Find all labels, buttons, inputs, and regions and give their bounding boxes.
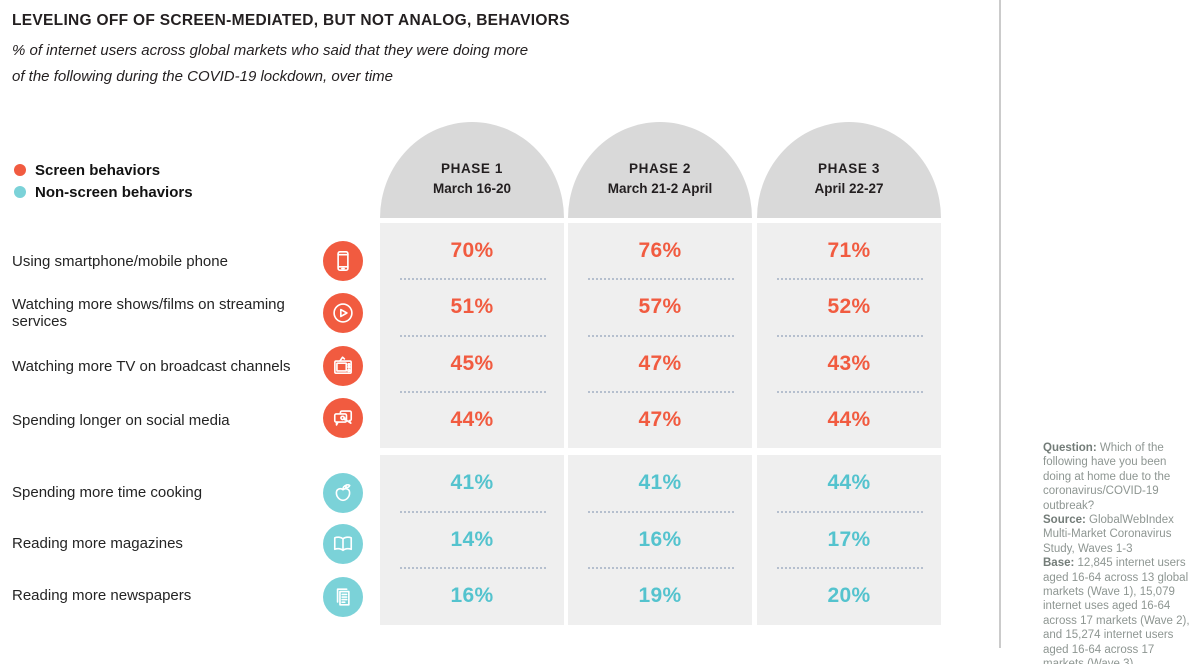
row-label-streaming: Watching more shows/films on streaming s… — [12, 296, 285, 330]
value-cooking-p2: 41% — [638, 471, 682, 495]
table-cell: 43% — [757, 334, 941, 392]
phase-3-header: PHASE 3 April 22-27 — [757, 122, 941, 218]
chat-bubbles-icon — [323, 398, 363, 438]
value-streaming-p3: 52% — [827, 295, 871, 319]
row-label-cooking: Spending more time cooking — [12, 483, 203, 501]
value-smartphone-p1: 70% — [450, 239, 494, 263]
phase-name: PHASE 3 — [818, 161, 880, 176]
phase-3-screen-panel: 71% 52% 43% 44% — [757, 223, 941, 448]
row-label-newspapers: Reading more newspapers — [12, 586, 192, 604]
table-cell: 44% — [757, 455, 941, 512]
value-streaming-p2: 57% — [638, 295, 682, 319]
phase-dates: March 21-2 April — [607, 181, 713, 196]
value-broadcast-p1: 45% — [450, 351, 494, 375]
phase-dates: April 22-27 — [814, 181, 884, 196]
legend-item-screen: Screen behaviors — [14, 159, 193, 181]
value-cooking-p3: 44% — [827, 471, 871, 495]
table-cell: 70% — [380, 223, 564, 279]
source-text: GlobalWebIndex Multi-Market Coronavirus … — [1043, 514, 1174, 555]
legend: Screen behaviors Non-screen behaviors — [14, 159, 193, 203]
table-cell: 47% — [568, 334, 752, 392]
value-streaming-p1: 51% — [450, 295, 494, 319]
base-text: 12,845 internet users aged 16-64 across … — [1043, 557, 1190, 664]
legend-label: Non-screen behaviors — [35, 183, 193, 201]
value-cooking-p1: 41% — [450, 471, 494, 495]
question-text: Which of the following have you been doi… — [1043, 442, 1171, 512]
table-cell: 44% — [380, 390, 564, 448]
table-cell: 52% — [757, 278, 941, 335]
phase-3-nonscreen-panel: 44% 17% 20% — [757, 455, 941, 625]
value-newspapers-p1: 16% — [450, 584, 494, 608]
value-broadcast-p2: 47% — [638, 351, 682, 375]
play-icon — [323, 293, 363, 333]
subtitle-line-2: of the following during the COVID-19 loc… — [12, 68, 394, 85]
table-cell: 20% — [757, 567, 941, 625]
value-newspapers-p2: 19% — [638, 584, 682, 608]
row-label-magazines: Reading more magazines — [12, 534, 183, 552]
table-cell: 19% — [568, 567, 752, 625]
phase-1-screen-panel: 70% 51% 45% 44% — [380, 223, 564, 448]
table-cell: 47% — [568, 390, 752, 448]
page-title: LEVELING OFF OF SCREEN-MEDIATED, BUT NOT… — [12, 12, 570, 29]
vertical-divider — [999, 0, 1001, 648]
phase-1-header: PHASE 1 March 16-20 — [380, 122, 564, 218]
value-social-p3: 44% — [827, 407, 871, 431]
row-label-broadcast-tv: Watching more TV on broadcast channels — [12, 357, 291, 375]
value-social-p1: 44% — [450, 407, 494, 431]
smartphone-icon — [323, 241, 363, 281]
question-label: Question: — [1043, 442, 1097, 454]
table-cell: 57% — [568, 278, 752, 335]
table-cell: 71% — [757, 223, 941, 279]
value-smartphone-p2: 76% — [638, 239, 682, 263]
phase-2-nonscreen-panel: 41% 16% 19% — [568, 455, 752, 625]
open-book-icon — [323, 524, 363, 564]
footnote: Question: Which of the following have yo… — [1043, 441, 1191, 664]
table-cell: 76% — [568, 223, 752, 279]
table-cell: 41% — [568, 455, 752, 512]
phase-1-nonscreen-panel: 41% 14% 16% — [380, 455, 564, 625]
source-label: Source: — [1043, 514, 1086, 527]
table-cell: 17% — [757, 510, 941, 569]
table-cell: 45% — [380, 334, 564, 392]
phase-dates: March 16-20 — [432, 181, 512, 196]
base-label: Base: — [1043, 557, 1075, 570]
value-broadcast-p3: 43% — [827, 351, 871, 375]
row-label-social-media: Spending longer on social media — [12, 411, 230, 429]
table-cell: 14% — [380, 510, 564, 569]
tv-icon — [323, 346, 363, 386]
phase-name: PHASE 2 — [629, 161, 691, 176]
screen-legend-dot-icon — [14, 164, 26, 176]
value-smartphone-p3: 71% — [827, 239, 871, 263]
value-magazines-p2: 16% — [638, 527, 682, 551]
row-label-smartphone: Using smartphone/mobile phone — [12, 252, 228, 270]
phase-name: PHASE 1 — [441, 161, 503, 176]
subtitle-line-1: % of internet users across global market… — [12, 42, 529, 59]
table-cell: 41% — [380, 455, 564, 512]
page-subtitle: % of internet users across global market… — [12, 38, 528, 90]
legend-item-nonscreen: Non-screen behaviors — [14, 181, 193, 203]
legend-label: Screen behaviors — [35, 161, 161, 179]
apple-icon — [323, 473, 363, 513]
phase-2-header: PHASE 2 March 21-2 April — [568, 122, 752, 218]
newspaper-icon — [323, 577, 363, 617]
value-magazines-p3: 17% — [827, 527, 871, 551]
nonscreen-legend-dot-icon — [14, 186, 26, 198]
phase-2-screen-panel: 76% 57% 47% 47% — [568, 223, 752, 448]
value-social-p2: 47% — [638, 407, 682, 431]
table-cell: 16% — [568, 510, 752, 569]
table-cell: 51% — [380, 278, 564, 335]
value-magazines-p1: 14% — [450, 527, 494, 551]
table-cell: 16% — [380, 567, 564, 625]
value-newspapers-p3: 20% — [827, 584, 871, 608]
table-cell: 44% — [757, 390, 941, 448]
